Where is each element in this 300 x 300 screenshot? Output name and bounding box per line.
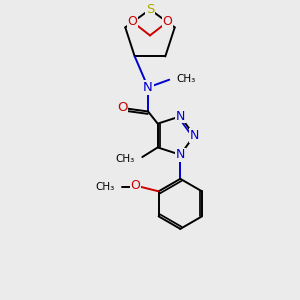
Text: CH₃: CH₃: [116, 154, 135, 164]
Text: O: O: [128, 16, 138, 28]
Text: O: O: [117, 101, 127, 114]
Text: N: N: [176, 110, 185, 123]
Text: N: N: [190, 129, 199, 142]
Text: N: N: [176, 148, 185, 161]
Text: CH₃: CH₃: [176, 74, 195, 84]
Text: O: O: [130, 179, 140, 192]
Text: N: N: [143, 81, 153, 94]
Text: S: S: [146, 3, 154, 16]
Text: CH₃: CH₃: [95, 182, 114, 191]
Text: O: O: [162, 16, 172, 28]
